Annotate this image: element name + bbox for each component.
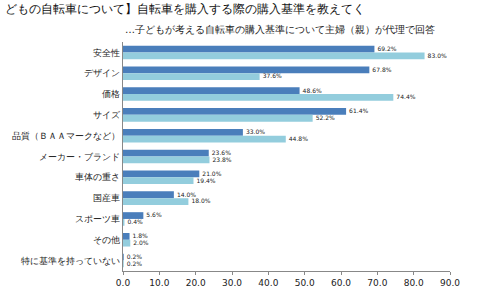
svg-text:90.0: 90.0 xyxy=(440,278,460,288)
svg-text:…子どもが考える自転車の購入基準について主婦（親）が代理で回: …子どもが考える自転車の購入基準について主婦（親）が代理で回答 xyxy=(125,24,435,35)
svg-text:スポーツ車: スポーツ車 xyxy=(75,214,120,224)
svg-text:特に基準を持っていない: 特に基準を持っていない xyxy=(21,256,120,266)
svg-text:0.2%: 0.2% xyxy=(127,253,143,260)
svg-text:69.2%: 69.2% xyxy=(377,45,396,52)
svg-text:30.0: 30.0 xyxy=(222,278,242,288)
svg-text:61.4%: 61.4% xyxy=(349,107,368,114)
svg-text:0.4%: 0.4% xyxy=(127,218,143,225)
svg-text:44.8%: 44.8% xyxy=(289,135,308,142)
svg-text:その他: その他 xyxy=(93,235,120,245)
svg-text:19.4%: 19.4% xyxy=(197,177,216,184)
svg-text:0.0: 0.0 xyxy=(116,278,131,288)
svg-text:80.0: 80.0 xyxy=(404,278,424,288)
svg-text:18.0%: 18.0% xyxy=(191,197,210,204)
svg-text:価格: 価格 xyxy=(102,89,120,99)
svg-text:安全性: 安全性 xyxy=(93,48,120,58)
svg-text:37.6%: 37.6% xyxy=(263,72,282,79)
svg-text:車体の重さ: 車体の重さ xyxy=(75,172,120,182)
svg-text:品質（ＢＡＡマークなど）: 品質（ＢＡＡマークなど） xyxy=(12,131,120,141)
svg-text:1.8%: 1.8% xyxy=(133,232,149,239)
svg-text:33.0%: 33.0% xyxy=(246,128,265,135)
svg-text:50.0: 50.0 xyxy=(295,278,315,288)
svg-text:23.8%: 23.8% xyxy=(213,156,232,163)
svg-text:5.6%: 5.6% xyxy=(146,211,162,218)
svg-text:52.2%: 52.2% xyxy=(316,114,335,121)
svg-text:83.0%: 83.0% xyxy=(428,52,447,59)
svg-text:48.6%: 48.6% xyxy=(303,87,322,94)
svg-text:40.0: 40.0 xyxy=(258,278,278,288)
svg-text:デザイン: デザイン xyxy=(84,68,120,78)
svg-text:23.6%: 23.6% xyxy=(212,149,231,156)
svg-text:2.0%: 2.0% xyxy=(133,239,149,246)
svg-text:10.0: 10.0 xyxy=(149,278,169,288)
svg-text:70.0: 70.0 xyxy=(367,278,387,288)
svg-text:メーカー・ブランド: メーカー・ブランド xyxy=(39,152,120,162)
svg-text:60.0: 60.0 xyxy=(331,278,351,288)
svg-text:21.0%: 21.0% xyxy=(202,170,221,177)
svg-text:74.4%: 74.4% xyxy=(396,93,415,100)
svg-text:14.0%: 14.0% xyxy=(177,191,196,198)
svg-text:67.8%: 67.8% xyxy=(372,66,391,73)
svg-text:20.0: 20.0 xyxy=(186,278,206,288)
svg-text:どもの自転車について】自転車を購入する際の購入基準を教えてく: どもの自転車について】自転車を購入する際の購入基準を教えてく xyxy=(5,2,365,16)
svg-text:サイズ: サイズ xyxy=(93,110,121,120)
svg-text:0.2%: 0.2% xyxy=(127,260,143,267)
svg-text:国産車: 国産車 xyxy=(93,193,120,203)
